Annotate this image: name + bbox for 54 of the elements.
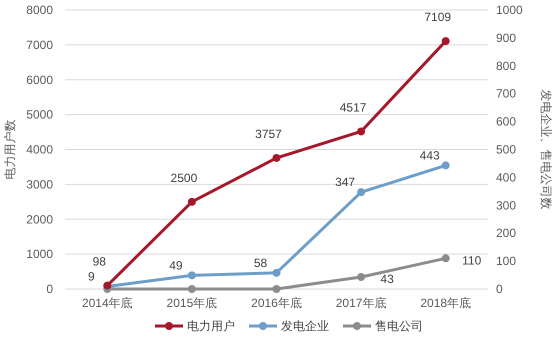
legend-label: 电力用户 — [187, 319, 235, 333]
legend-label: 发电企业 — [281, 319, 329, 333]
y2-tick-label: 600 — [496, 114, 516, 129]
point — [357, 188, 366, 196]
data-label: 347 — [335, 175, 356, 190]
y-tick-label: 6000 — [26, 72, 54, 87]
x-tick-label: 2014年底 — [82, 296, 133, 310]
y-tick-label: 7000 — [26, 38, 54, 52]
data-label: 2500 — [170, 170, 198, 185]
y-tick-label: 2000 — [26, 212, 54, 226]
point — [357, 273, 366, 282]
y-tick-label: 3000 — [26, 177, 54, 192]
y-axis-title: 电力用户数 — [3, 120, 17, 180]
data-label: 9 — [88, 269, 95, 284]
x-tick-label: 2018年底 — [420, 296, 472, 310]
y2-tick-label: 1000 — [496, 3, 524, 17]
y2-tick-label: 300 — [496, 198, 516, 212]
point — [357, 127, 366, 136]
y-tick-label: 8000 — [26, 3, 54, 17]
data-label: 58 — [254, 256, 268, 270]
y-tick-label: 0 — [46, 282, 54, 296]
y2-tick-label: 100 — [496, 254, 516, 268]
point — [188, 285, 196, 293]
point — [272, 268, 280, 277]
y2-tick-label: 700 — [496, 86, 516, 101]
data-label: 4517 — [340, 100, 367, 114]
x-tick-label: 2017年底 — [336, 296, 386, 310]
point — [442, 37, 450, 46]
x-tick-label: 2015年底 — [166, 296, 218, 310]
data-label: 3757 — [255, 126, 282, 141]
y-tick-label: 4000 — [26, 142, 54, 156]
legend-label: 售电公司 — [375, 319, 423, 333]
y2-tick-label: 400 — [496, 170, 516, 184]
y2-tick-label: 500 — [496, 142, 516, 156]
y2-tick-label: 900 — [496, 30, 516, 45]
y-tick-label: 1000 — [26, 247, 54, 262]
point — [188, 198, 196, 206]
data-label: 7109 — [424, 10, 452, 24]
y2-axis-title: 发电企业、售电公司数 — [539, 90, 553, 210]
y2-tick-label: 200 — [496, 226, 516, 240]
y-tick-label: 5000 — [26, 108, 54, 122]
data-label: 49 — [169, 258, 183, 272]
data-label: 110 — [462, 253, 482, 268]
data-label: 43 — [380, 272, 394, 286]
point — [272, 285, 280, 293]
data-label: 443 — [420, 148, 440, 162]
point — [442, 161, 450, 170]
data-label: 98 — [92, 254, 106, 269]
y2-tick-label: 800 — [496, 58, 516, 73]
x-tick-label: 2016年底 — [251, 296, 302, 310]
y2-tick-label: 0 — [496, 282, 503, 296]
point — [442, 254, 450, 262]
point — [188, 271, 196, 280]
point — [272, 154, 280, 162]
